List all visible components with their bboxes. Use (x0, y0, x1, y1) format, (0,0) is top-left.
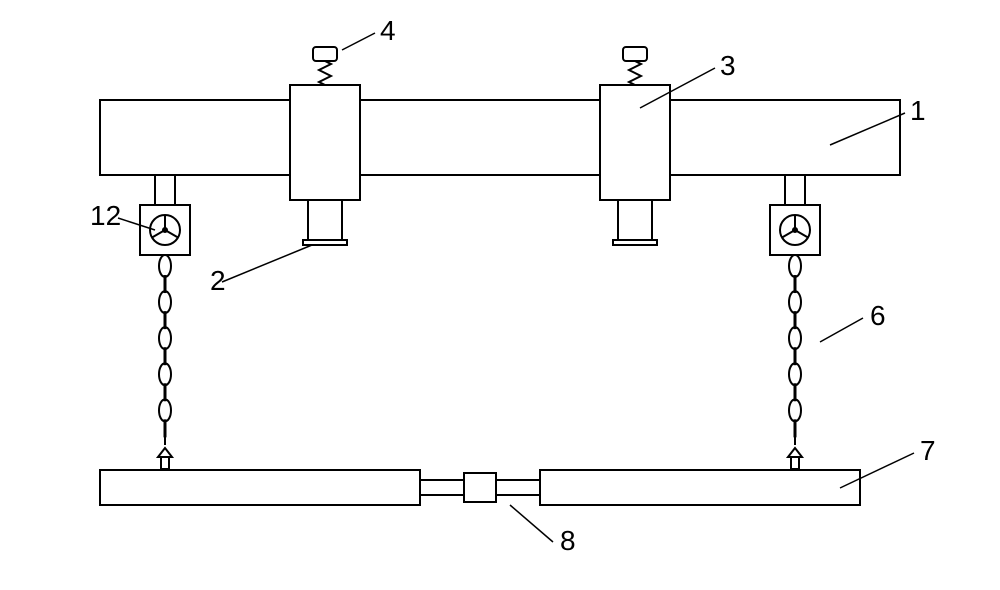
callout-label-3: 3 (720, 50, 736, 81)
foot-shaft (420, 480, 470, 495)
leader-line (222, 245, 312, 282)
slider-bump (613, 240, 657, 245)
winch-stem (155, 175, 175, 205)
slider-stem (308, 200, 342, 240)
foot-bar (540, 470, 860, 505)
foot-shaft (490, 480, 540, 495)
slider-stem (618, 200, 652, 240)
knob-cap (623, 47, 647, 61)
callout-label-6: 6 (870, 300, 886, 331)
leader-line (342, 33, 375, 50)
callout-label-4: 4 (380, 15, 396, 46)
foot-bar (100, 470, 420, 505)
callout-label-12: 12 (90, 200, 121, 231)
leader-line (820, 318, 863, 342)
spring (629, 61, 641, 85)
callout-label-2: 2 (210, 265, 226, 296)
slider-block (600, 85, 670, 200)
main-bar (100, 100, 900, 175)
center-block (464, 473, 496, 502)
knob-cap (313, 47, 337, 61)
chain-connector (158, 448, 172, 457)
spring (319, 61, 331, 85)
leader-line (510, 505, 553, 542)
callout-label-1: 1 (910, 95, 926, 126)
callout-label-7: 7 (920, 435, 936, 466)
slider-bump (303, 240, 347, 245)
slider-block (290, 85, 360, 200)
callout-label-8: 8 (560, 525, 576, 556)
chain-connector (788, 448, 802, 457)
winch-stem (785, 175, 805, 205)
